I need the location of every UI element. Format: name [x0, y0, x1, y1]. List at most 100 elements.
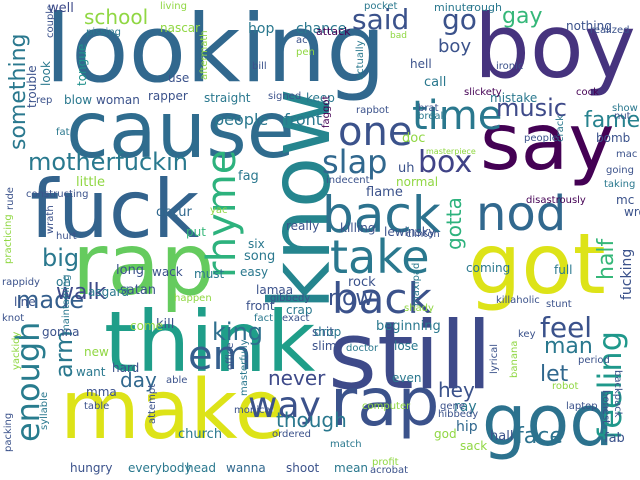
word: front: [246, 299, 275, 313]
word: robot: [552, 381, 579, 392]
word: cause: [66, 86, 295, 176]
word: bill: [252, 61, 267, 72]
word: doctor: [346, 343, 379, 354]
word: exact: [282, 313, 310, 324]
word: really: [286, 219, 320, 233]
word: fact: [254, 313, 274, 324]
word: mistake: [490, 91, 538, 105]
word: hard: [112, 361, 140, 375]
word: make: [60, 363, 286, 458]
word: chance: [296, 21, 347, 37]
word: church: [178, 427, 223, 442]
word: shoot: [286, 461, 320, 475]
word: must: [194, 267, 225, 281]
word: rap: [330, 364, 440, 441]
word: fat: [56, 127, 70, 138]
word: show: [612, 103, 638, 114]
word: rappidy: [2, 277, 40, 288]
word: profit: [372, 457, 399, 468]
word: clinton: [406, 229, 440, 240]
word: backpack: [612, 370, 623, 418]
word: table: [84, 401, 110, 412]
word: slickety: [464, 87, 502, 98]
word: crap: [286, 303, 313, 317]
word: em: [188, 333, 252, 379]
word: gene: [440, 401, 465, 412]
word: boy: [474, 0, 636, 98]
word: faggot: [321, 95, 332, 128]
word: said: [352, 3, 410, 36]
word: office: [225, 342, 236, 370]
word: wack: [152, 265, 183, 279]
word: yac: [210, 205, 228, 216]
word: constructing: [26, 189, 89, 200]
word: way: [248, 385, 321, 426]
word: school: [84, 5, 149, 29]
word: disastrously: [526, 195, 586, 206]
word: people: [524, 133, 558, 144]
word: ordered: [272, 429, 311, 440]
word: rock: [348, 275, 376, 290]
word: key: [518, 329, 536, 340]
word: everybody: [128, 461, 192, 475]
word: gonna: [42, 325, 80, 339]
word: rapper: [148, 89, 188, 103]
word: line: [14, 295, 36, 309]
word: half: [594, 238, 619, 280]
word: syllable: [39, 391, 50, 430]
word: nothing: [566, 19, 612, 33]
word: put: [186, 225, 206, 239]
word: blow: [64, 93, 93, 107]
word: god: [434, 427, 457, 441]
word: boy: [438, 36, 472, 57]
word: nascar: [160, 21, 201, 35]
word: made: [16, 286, 85, 314]
word: ray: [454, 399, 477, 415]
word: easy: [240, 265, 269, 279]
word: stunt: [546, 299, 572, 310]
word: wanna: [226, 461, 266, 475]
word: king: [212, 318, 264, 346]
word: gibbedy: [270, 293, 311, 304]
word: coming: [466, 261, 511, 275]
word: call: [424, 75, 447, 90]
word: masterfully: [239, 339, 250, 396]
word: aftermath: [199, 30, 210, 80]
word: fab: [604, 431, 625, 446]
word: one: [338, 109, 413, 155]
word: hibbedy: [438, 409, 479, 420]
word: hop: [248, 21, 275, 37]
word: motherfuckin: [28, 148, 188, 176]
word: cock: [576, 87, 599, 98]
word: front: [284, 110, 323, 129]
word: brat: [418, 103, 439, 114]
word: period: [578, 355, 610, 366]
word: head: [186, 461, 216, 475]
word: ironic: [496, 61, 524, 72]
word: yackidy: [11, 331, 22, 370]
word: match: [330, 439, 362, 450]
word: hell: [410, 57, 432, 71]
word: feel: [540, 311, 593, 344]
word: man: [544, 334, 593, 359]
word: attempt: [147, 383, 158, 424]
word: rapbot: [356, 105, 389, 116]
word: laptop: [566, 401, 598, 412]
word: day: [120, 368, 157, 392]
word: hall: [490, 429, 514, 444]
word: actually: [355, 40, 366, 81]
word: still: [328, 302, 493, 411]
word: taking: [604, 179, 636, 190]
word: wrong: [624, 205, 640, 219]
word: though: [276, 408, 347, 432]
word: mc: [616, 193, 635, 207]
word: pissing: [86, 27, 122, 38]
word: tongue: [75, 43, 89, 86]
word: looking: [45, 0, 386, 104]
word: fame: [584, 108, 640, 133]
word: living: [160, 1, 187, 12]
word: bomb: [596, 131, 631, 145]
word: woman: [96, 93, 140, 107]
word: let: [540, 362, 569, 387]
word: knot: [2, 313, 25, 324]
